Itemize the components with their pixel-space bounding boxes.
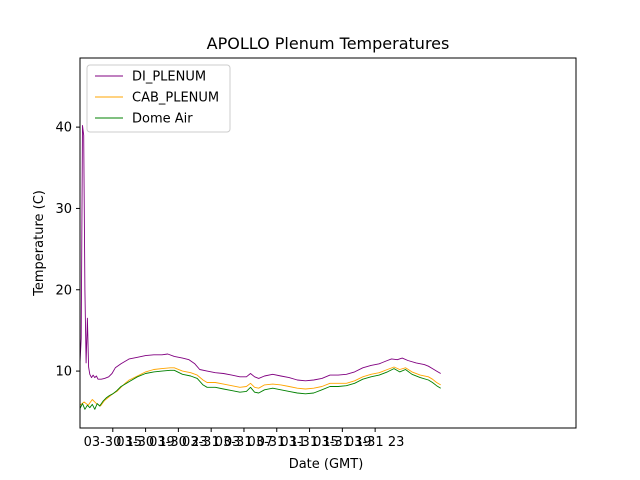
legend: DI_PLENUM CAB_PLENUM Dome Air <box>86 64 231 133</box>
y-tick-label: 30 <box>55 202 72 217</box>
y-axis-ticks: 10 20 30 40 <box>55 121 80 380</box>
x-tick-label: 03-30 15 <box>84 435 142 450</box>
x-tick-label: 03-31 23 <box>346 435 404 450</box>
legend-label: DI_PLENUM <box>132 70 206 85</box>
y-tick-label: 40 <box>55 121 72 136</box>
legend-box <box>86 64 231 133</box>
legend-label: Dome Air <box>132 112 193 127</box>
series-layer <box>79 125 441 410</box>
legend-label: CAB_PLENUM <box>132 91 219 106</box>
x-tick-label: 03-31 03 <box>182 435 240 450</box>
y-tick-label: 10 <box>55 365 72 380</box>
y-tick-label: 20 <box>55 283 72 298</box>
legend-entries: DI_PLENUM CAB_PLENUM Dome Air <box>95 70 219 127</box>
series-line-dome-air <box>79 368 441 410</box>
series-line-di-plenum <box>79 125 441 382</box>
x-tick-label: 03-31 19 <box>313 435 371 450</box>
x-axis-title: Date (GMT) <box>289 457 364 472</box>
y-axis-title: Temperature (C) <box>32 190 47 297</box>
x-tick-label: 03-31 07 <box>215 435 273 450</box>
x-tick-label: 03-30 19 <box>116 435 174 450</box>
x-tick-label: 03-31 15 <box>280 435 338 450</box>
chart-title: APOLLO Plenum Temperatures <box>207 34 450 53</box>
series-line-cab-plenum <box>79 366 441 407</box>
plot-frame <box>79 57 577 429</box>
x-tick-label: 03-31 11 <box>248 435 306 450</box>
x-tick-label: 03-30 23 <box>149 435 207 450</box>
